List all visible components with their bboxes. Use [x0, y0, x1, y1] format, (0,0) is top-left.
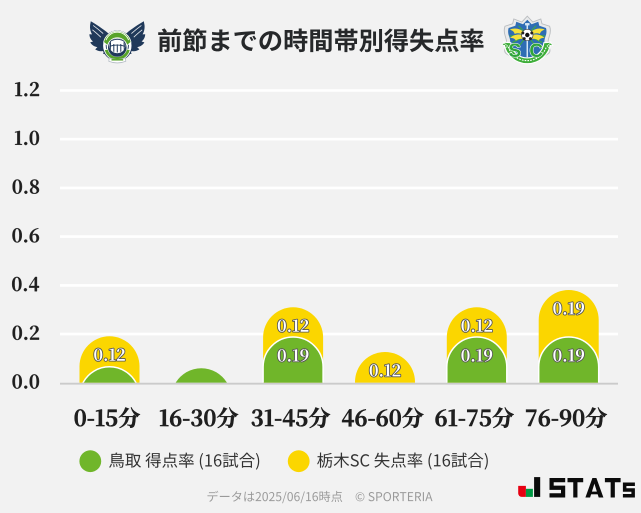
svg-text:S: S	[508, 41, 521, 62]
svg-text:C: C	[529, 41, 543, 62]
